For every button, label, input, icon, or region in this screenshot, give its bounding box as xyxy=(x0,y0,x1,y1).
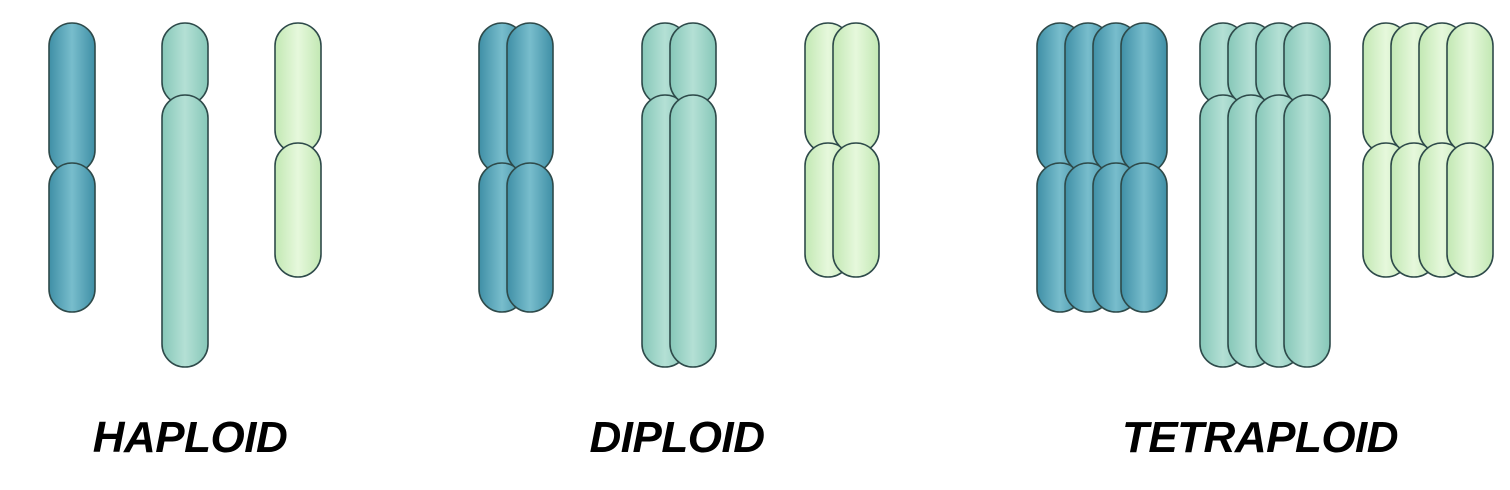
chromosome-blue-haploid-1 xyxy=(48,22,96,313)
haploid-label: HAPLOID xyxy=(92,413,288,462)
chromosome-teal-haploid-1 xyxy=(161,22,209,368)
chromosome-light_green-haploid-1 xyxy=(274,22,322,278)
chromosome-light_green-tetraploid-4 xyxy=(1446,22,1494,278)
diploid-label: DIPLOID xyxy=(589,413,765,462)
tetraploid-label: TETRAPLOID xyxy=(1121,413,1399,462)
chromosome-blue-diploid-2 xyxy=(506,22,554,313)
chromosome-layer xyxy=(48,22,1494,368)
haploid-chromosome-set xyxy=(48,22,322,368)
chromosome-teal-diploid-2 xyxy=(669,22,717,368)
chromosome-light_green-diploid-2 xyxy=(832,22,880,278)
tetraploid-chromosome-set xyxy=(1036,22,1494,368)
chromosome-blue-tetraploid-4 xyxy=(1120,22,1168,313)
chromosome-teal-tetraploid-4 xyxy=(1283,22,1331,368)
diploid-chromosome-set xyxy=(478,22,880,368)
